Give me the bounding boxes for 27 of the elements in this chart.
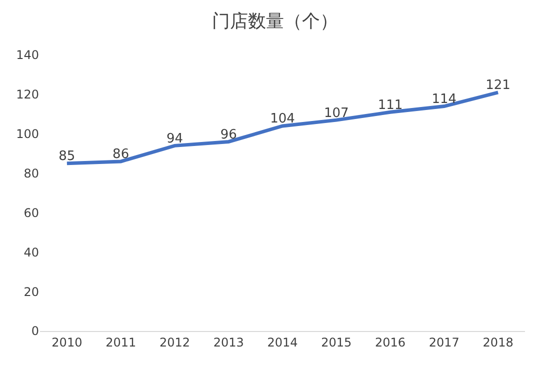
- y-tick-label: 60: [24, 206, 39, 220]
- x-tick-label: 2016: [375, 335, 406, 350]
- x-tick-label: 2018: [482, 335, 514, 350]
- y-tick-label: 80: [24, 166, 39, 180]
- x-tick-label: 2014: [267, 335, 298, 350]
- data-label: 86: [112, 147, 130, 162]
- data-label: 111: [378, 98, 403, 113]
- data-label: 107: [324, 106, 349, 121]
- data-label: 94: [166, 131, 183, 146]
- y-tick-label: 140: [16, 48, 39, 62]
- x-tick-label: 2010: [52, 335, 82, 350]
- y-tick-label: 20: [24, 284, 39, 299]
- y-tick-label: 0: [31, 324, 39, 338]
- x-tick-label: 2012: [159, 335, 190, 350]
- data-label: 96: [220, 127, 237, 142]
- x-tick-label: 2017: [428, 335, 460, 350]
- data-label: 104: [270, 112, 295, 127]
- data-label: 114: [432, 92, 457, 108]
- y-tick-label: 40: [24, 245, 39, 260]
- chart-title: 门店数量（个）: [212, 11, 338, 32]
- data-label: 121: [486, 78, 510, 94]
- x-tick-label: 2015: [321, 335, 352, 350]
- x-tick-label: 2013: [213, 335, 244, 350]
- data-label: 85: [58, 149, 76, 164]
- y-tick-label: 120: [16, 88, 39, 102]
- x-tick-label: 2011: [106, 335, 136, 350]
- y-tick-label: 100: [16, 127, 39, 142]
